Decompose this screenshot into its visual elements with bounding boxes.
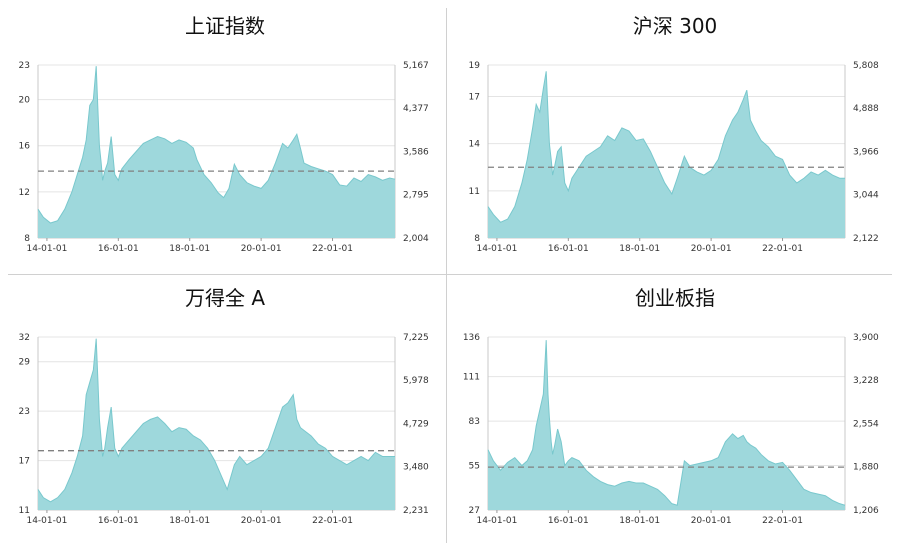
x-tick-label: 20-01-01: [691, 516, 732, 526]
left-tick-label: 32: [19, 333, 30, 343]
x-tick-label: 14-01-01: [476, 516, 517, 526]
left-tick-label: 14: [469, 140, 481, 150]
right-tick-label: 4,377: [403, 104, 429, 114]
valuation-line: [37, 66, 396, 224]
right-tick-label: 3,900: [853, 333, 879, 343]
valuation-chart-wind-all-a: 11 17 23 29 32 2,231 3,480 4,729 5,978 7,225 14-01…: [19, 333, 429, 526]
x-tick-label: 22-01-01: [762, 244, 803, 254]
x-tick-label: 14-01-01: [26, 244, 67, 254]
left-tick-label: 11: [19, 506, 30, 516]
right-tick-label: 5,978: [403, 376, 429, 386]
right-tick-label: 3,966: [853, 147, 879, 157]
left-tick-label: 17: [19, 457, 30, 467]
left-tick-label: 136: [463, 333, 480, 343]
x-tick-label: 18-01-01: [169, 516, 210, 526]
x-tick-label: 18-01-01: [619, 244, 660, 254]
valuation-line: [37, 338, 395, 503]
right-tick-label: 2,004: [403, 234, 429, 244]
left-tick-label: 19: [469, 61, 481, 71]
left-tick-label: 23: [19, 407, 30, 417]
left-tick-label: 83: [469, 417, 480, 427]
x-tick-label: 16-01-01: [548, 244, 589, 254]
left-tick-label: 17: [469, 92, 480, 102]
left-tick-label: 12: [19, 188, 30, 198]
x-tick-label: 20-01-01: [241, 516, 282, 526]
right-tick-label: 2,231: [403, 506, 429, 516]
x-tick-label: 20-01-01: [691, 244, 732, 254]
valuation-area: [38, 66, 395, 238]
valuation-line: [487, 340, 846, 506]
chart-title: 上证指数: [185, 14, 265, 38]
x-tick-label: 18-01-01: [169, 244, 210, 254]
right-tick-label: 3,586: [403, 147, 429, 157]
left-tick-label: 16: [19, 142, 31, 152]
right-tick-label: 1,880: [853, 463, 879, 473]
right-tick-label: 2,122: [853, 234, 879, 244]
right-tick-label: 5,808: [853, 61, 879, 71]
x-tick-label: 18-01-01: [619, 516, 660, 526]
chart-title: 创业板指: [635, 286, 715, 310]
chart-title: 沪深 300: [632, 14, 718, 38]
right-tick-label: 7,225: [403, 333, 429, 343]
right-tick-label: 5,167: [403, 61, 429, 71]
valuation-chart-shanghai: 8 12 16 20 23 2,004 2,795 3,586 4,377 5,167 14-01-…: [19, 61, 429, 254]
chart-panel-csi300: 沪深 300 8 11 14 17 19 2,122 3,044 3,966 4,888 5,80…: [450, 0, 900, 270]
right-tick-label: 4,888: [853, 104, 879, 114]
x-tick-label: 16-01-01: [98, 244, 139, 254]
panel-divider-horizontal: [8, 274, 892, 275]
left-tick-label: 20: [19, 96, 31, 106]
left-tick-label: 11: [469, 187, 480, 197]
right-tick-label: 2,554: [853, 419, 879, 429]
valuation-area: [488, 340, 845, 510]
x-tick-label: 22-01-01: [312, 516, 353, 526]
x-tick-label: 16-01-01: [548, 516, 589, 526]
chart-title: 万得全 A: [184, 286, 266, 310]
chart-panel-chinext: 创业板指 27 55 83 111 136 1,206 1,880 2,554 3,228 3,9…: [450, 272, 900, 542]
right-tick-label: 3,228: [853, 376, 879, 386]
valuation-chart-chinext: 27 55 83 111 136 1,206 1,880 2,554 3,228 3,900 14-…: [463, 333, 879, 526]
x-tick-label: 22-01-01: [762, 516, 803, 526]
left-tick-label: 27: [469, 506, 480, 516]
left-tick-label: 23: [19, 61, 30, 71]
x-tick-label: 22-01-01: [312, 244, 353, 254]
panel-divider-vertical: [446, 8, 447, 543]
valuation-line: [487, 71, 845, 223]
left-tick-label: 8: [24, 234, 30, 244]
x-tick-label: 14-01-01: [26, 516, 67, 526]
right-tick-label: 2,795: [403, 191, 429, 201]
x-tick-label: 16-01-01: [98, 516, 139, 526]
x-tick-label: 20-01-01: [241, 244, 282, 254]
left-tick-label: 111: [463, 373, 480, 383]
right-tick-label: 1,206: [853, 506, 879, 516]
right-tick-label: 4,729: [403, 419, 429, 429]
right-tick-label: 3,044: [853, 191, 879, 201]
x-tick-label: 14-01-01: [476, 244, 517, 254]
left-tick-label: 55: [469, 462, 480, 472]
left-tick-label: 29: [19, 358, 31, 368]
valuation-area: [488, 71, 845, 238]
chart-panel-wind-all-a: 万得全 A 11 17 23 29 32 2,231 3,480 4,729 5,978 7,22…: [0, 272, 450, 542]
left-tick-label: 8: [474, 234, 480, 244]
valuation-chart-csi300: 8 11 14 17 19 2,122 3,044 3,966 4,888 5,808 14-01-…: [469, 61, 879, 254]
chart-panel-shanghai: 上证指数 8 12 16 20 23 2,004 2,795 3,586 4,377 5,167 1…: [0, 0, 450, 270]
right-tick-label: 3,480: [403, 463, 429, 473]
valuation-area: [38, 338, 395, 510]
